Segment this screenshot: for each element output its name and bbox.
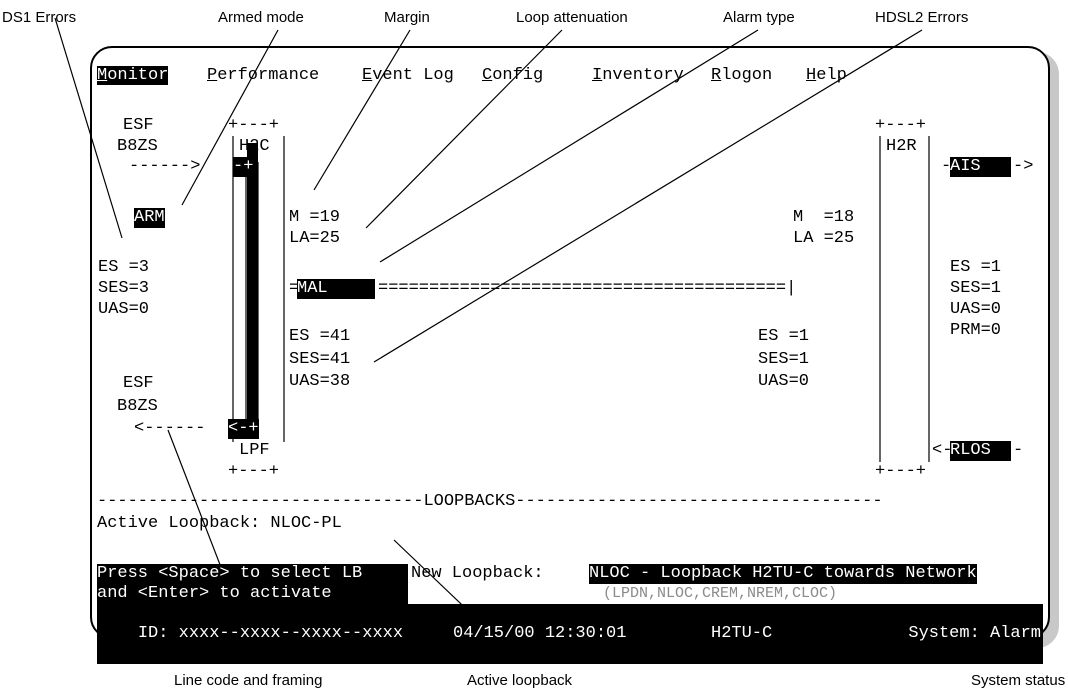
menu-monitor[interactable]: Monitor [97, 66, 169, 86]
callout-hdsl2-errors: HDSL2 Errors [875, 9, 969, 26]
lpf-label: LPF [239, 441, 270, 460]
callout-line-code-framing: Line code and framing [174, 672, 323, 689]
left-ds1-uas: UAS=0 [98, 300, 150, 319]
attenuation-h2r: LA =25 [793, 229, 855, 248]
left-ds1-ses: SES=3 [98, 279, 150, 298]
alarm-type-leader [379, 29, 759, 263]
span-line: ========================================… [378, 279, 797, 298]
hdsl-h2c-ses: SES=41 [289, 350, 351, 369]
status-bar: ID: xxxx--xxxx--xxxx--xxxx 04/15/00 12:30… [97, 604, 1043, 664]
menu-monitor-rest: onitor [107, 66, 169, 85]
h2c-arrow-in: -+ [233, 157, 254, 177]
menu-event-log-key: E [362, 66, 373, 85]
h2r-box-top: +---+ [875, 116, 927, 135]
alarm-type-indicator: MAL [297, 279, 375, 299]
hdsl-h2c-uas: UAS=38 [289, 372, 351, 391]
status-unit: H2TU-C [711, 624, 773, 643]
menu-config-key: C [482, 66, 493, 85]
active-loopback: Active Loopback: NLOC-PL [97, 514, 342, 533]
menu-event-log[interactable]: Event Log [362, 66, 454, 86]
status-system: System: Alarm [908, 624, 1041, 643]
menu-inventory[interactable]: Inventory [592, 66, 684, 86]
rlos-indicator: RLOS [950, 441, 1012, 461]
menu-performance-key: P [207, 66, 218, 85]
new-loopback-label: New Loopback: [411, 564, 544, 583]
status-datetime: 04/15/00 12:30:01 [453, 624, 627, 643]
callout-active-loopback: Active loopback [467, 672, 573, 689]
callout-armed-mode: Armed mode [218, 9, 304, 26]
armed-indicator: ARM [134, 208, 165, 228]
menu-rlogon-key: R [711, 66, 722, 85]
alarm-prefix: = [289, 279, 300, 298]
h2c-span-bar [247, 143, 258, 425]
menu-performance-rest: erformance [217, 66, 320, 85]
left-line-code-bottom: B8ZS [117, 397, 158, 416]
help-line-1: Press <Space> to select LB [97, 564, 408, 584]
left-framing-top: ESF [123, 116, 154, 135]
right-ds1-uas: UAS=0 [950, 300, 1002, 319]
ds1-errors-leader [54, 17, 123, 239]
ais-prefix: - [941, 157, 952, 176]
left-line-code-top: B8ZS [117, 137, 158, 156]
ais-suffix: -> [1013, 157, 1034, 176]
margin-h2r: M =18 [793, 208, 855, 227]
h2r-label: H2R [886, 137, 917, 156]
menu-performance[interactable]: Performance [207, 66, 319, 86]
callout-margin: Margin [384, 9, 430, 26]
menu-config-rest: onfig [492, 66, 544, 85]
menu-config[interactable]: Config [482, 66, 543, 86]
callout-loop-attenuation: Loop attenuation [516, 9, 628, 26]
menu-help-key: H [806, 66, 817, 85]
hdsl2-errors-leader [373, 29, 923, 363]
hdsl-h2r-uas: UAS=0 [758, 372, 810, 391]
h2c-arrow-out: <-+ [228, 419, 259, 439]
rlos-prefix: <- [932, 441, 953, 460]
left-arrow-in: ------> [129, 157, 201, 176]
menu-inventory-key: I [592, 66, 603, 85]
margin-h2c: M =19 [289, 208, 341, 227]
attenuation-h2c: LA=25 [289, 229, 341, 248]
menu-help[interactable]: Help [806, 66, 847, 86]
status-id: ID: xxxx--xxxx--xxxx--xxxx [137, 624, 404, 643]
armed-mode-leader [181, 29, 279, 206]
h2c-box-bottom: +---+ [228, 462, 280, 481]
rlos-suffix: - [1013, 441, 1024, 460]
menu-help-rest: elp [816, 66, 847, 85]
left-ds1-es: ES =3 [98, 258, 150, 277]
loopbacks-divider: --------------------------------LOOPBACK… [97, 492, 883, 511]
h2c-label: H2C [239, 137, 270, 156]
margin-leader [313, 29, 411, 191]
menu-monitor-key: M [97, 66, 108, 85]
hdsl-h2r-es: ES =1 [758, 327, 810, 346]
hdsl-h2c-es: ES =41 [289, 327, 351, 346]
loopback-options: (LPDN,NLOC,CREM,NREM,CLOC) [603, 585, 838, 602]
menu-rlogon-rest: logon [721, 66, 773, 85]
right-ds1-es: ES =1 [950, 258, 1002, 277]
menu-inventory-rest: nventory [602, 66, 684, 85]
new-loopback-select[interactable]: NLOC - Loopback H2TU-C towards Network [589, 564, 977, 584]
menu-rlogon[interactable]: Rlogon [711, 66, 772, 86]
right-ds1-prm: PRM=0 [950, 321, 1002, 340]
callout-ds1-errors: DS1 Errors [2, 9, 77, 26]
hdsl-h2r-ses: SES=1 [758, 350, 810, 369]
menu-monitor-label: Monitor [97, 66, 169, 85]
menu-event-log-rest: vent Log [372, 66, 454, 85]
h2r-box-bottom: +---+ [875, 462, 927, 481]
left-arrow-out: <------ [134, 419, 206, 438]
right-ds1-ses: SES=1 [950, 279, 1002, 298]
loop-attenuation-leader [365, 29, 563, 229]
left-framing-bottom: ESF [123, 374, 154, 393]
callout-system-status: System status [971, 672, 1066, 689]
h2c-box-top: +---+ [228, 116, 280, 135]
callout-alarm-type: Alarm type [723, 9, 795, 26]
ais-indicator: AIS [950, 157, 1012, 177]
help-line-2: and <Enter> to activate [97, 584, 408, 604]
